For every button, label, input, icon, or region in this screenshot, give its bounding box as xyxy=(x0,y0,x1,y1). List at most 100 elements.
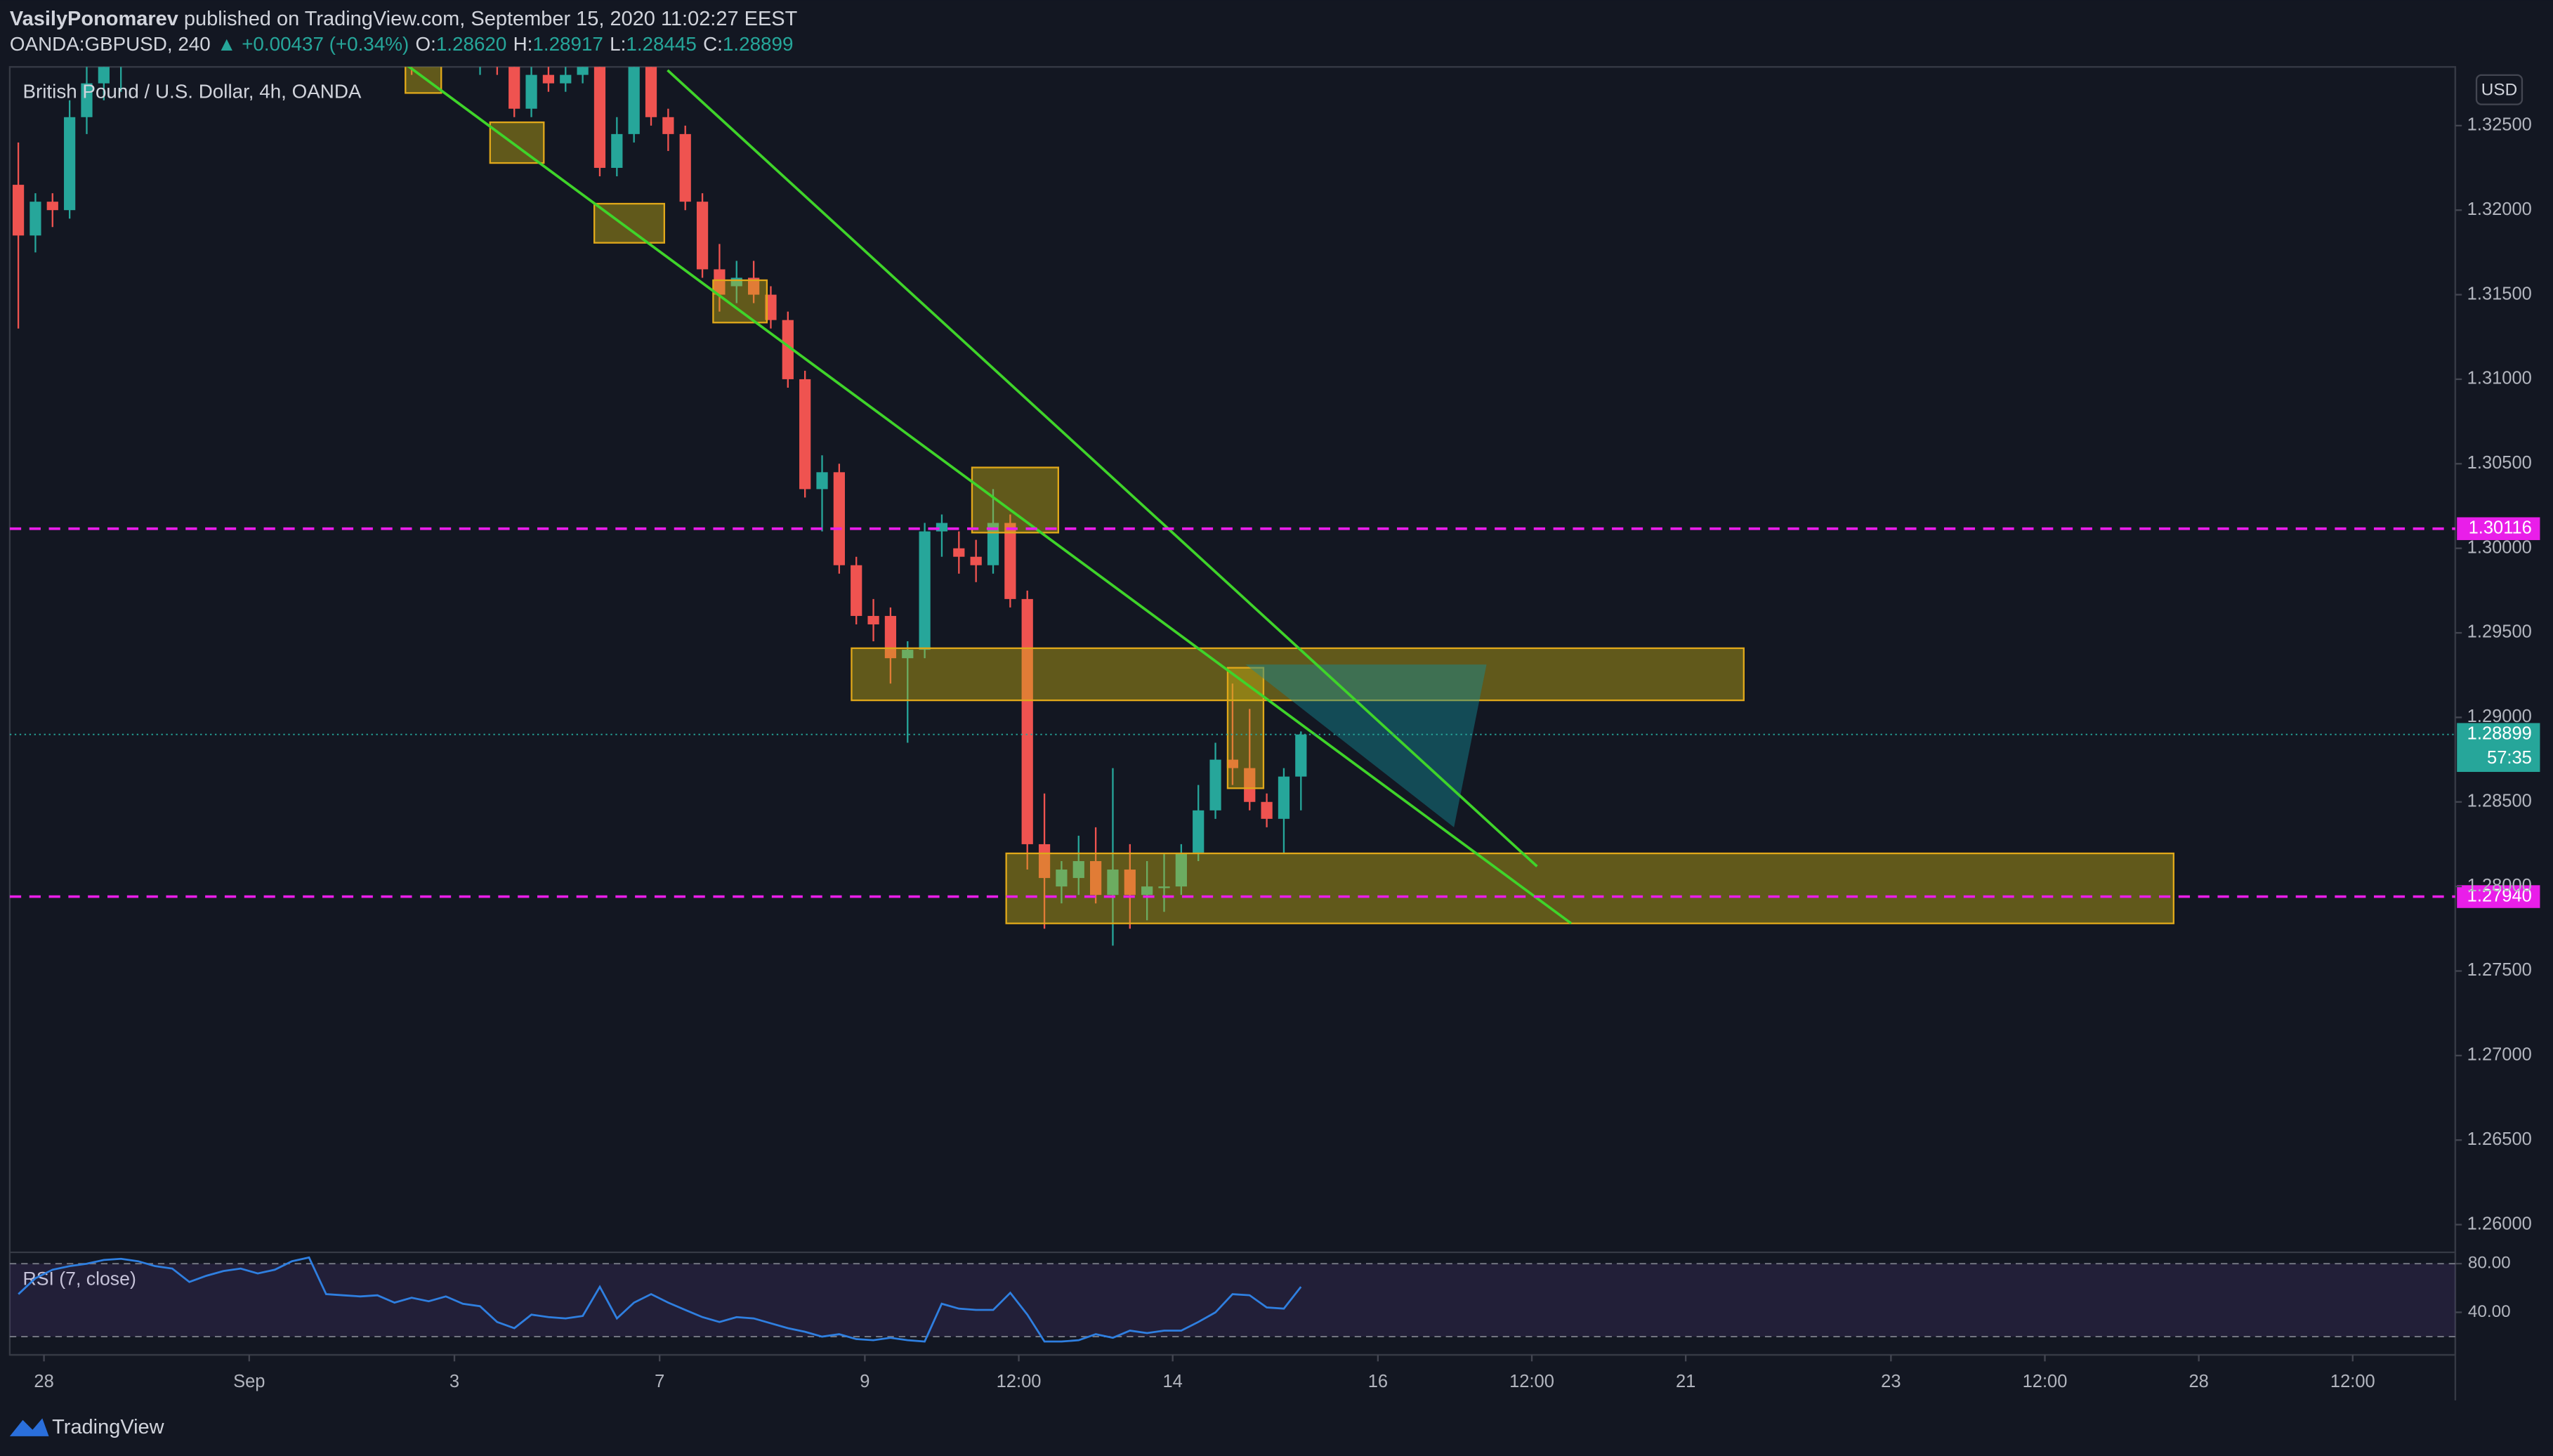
y-tick-label: 1.29000 xyxy=(2467,707,2532,726)
author: VasilyPonomarev xyxy=(10,8,178,30)
candle-body xyxy=(765,294,777,320)
zone xyxy=(489,121,545,164)
projection-triangle xyxy=(1245,664,1487,827)
x-tick-label: 12:00 xyxy=(997,1372,1042,1391)
candle-body xyxy=(1158,886,1170,888)
candle-body xyxy=(1107,870,1119,896)
candle-body xyxy=(1175,852,1187,887)
x-tick-label: 3 xyxy=(449,1372,459,1391)
zone xyxy=(712,279,768,324)
y-tick-label: 1.28500 xyxy=(2467,791,2532,811)
candle-body xyxy=(1089,861,1102,896)
symbol-line: OANDA:GBPUSD, 240 ▲ +0.00437 (+0.34%) O:1.… xyxy=(10,34,794,55)
countdown: 57:35 xyxy=(2487,748,2532,768)
candle-body xyxy=(560,74,572,84)
candle-body xyxy=(714,269,726,295)
ohlc-value: 1.28445 xyxy=(626,34,696,55)
currency-box xyxy=(2475,74,2524,105)
currency: USD xyxy=(2481,80,2517,99)
y-tick-label: 1.28000 xyxy=(2467,876,2532,896)
zone xyxy=(1226,667,1265,789)
candle-body xyxy=(867,615,879,624)
candle-body xyxy=(1021,598,1033,844)
level-label: 1.27940 xyxy=(2467,886,2532,905)
candle-body xyxy=(98,67,110,84)
rsi-title: RSI (7, close) xyxy=(22,1268,136,1289)
zone xyxy=(971,466,1060,534)
trendline xyxy=(667,69,1538,867)
ohlc-value: 1.28917 xyxy=(532,34,603,55)
candle-body xyxy=(970,556,982,565)
drawings xyxy=(405,67,2175,925)
candle-body xyxy=(696,202,709,270)
zone xyxy=(593,202,666,244)
candle-body xyxy=(987,523,999,565)
trendline xyxy=(407,67,1573,925)
candle-body xyxy=(593,67,606,169)
publisher-line: VasilyPonomarev published on TradingView… xyxy=(10,8,798,30)
candle-body xyxy=(1261,801,1273,819)
candle-body xyxy=(46,202,58,211)
rsi-band xyxy=(9,1264,2455,1337)
x-tick-label: 12:00 xyxy=(2330,1372,2375,1391)
zones xyxy=(405,67,2175,924)
y-tick-label: 1.29500 xyxy=(2467,622,2532,642)
level-tag xyxy=(2457,517,2540,540)
x-tick-label: 28 xyxy=(34,1372,53,1391)
x-tick-label: 14 xyxy=(1162,1372,1182,1391)
x-tick-label: 28 xyxy=(2188,1372,2208,1391)
candle-body xyxy=(628,67,640,134)
x-tick-label: 16 xyxy=(1368,1372,1388,1391)
candle-body xyxy=(816,472,828,490)
ohlc-label: H: xyxy=(513,34,533,55)
candle-body xyxy=(799,379,811,490)
candle-body xyxy=(953,548,965,557)
y-tick-label: 1.27000 xyxy=(2467,1045,2532,1065)
candle-body xyxy=(1141,886,1153,896)
candle-body xyxy=(679,133,691,202)
x-tick-label: 12:00 xyxy=(2023,1372,2068,1391)
candle-body xyxy=(919,531,931,650)
x-tick-label: 23 xyxy=(1881,1372,1901,1391)
candle-body xyxy=(12,185,25,236)
x-tick-label: Sep xyxy=(233,1372,265,1391)
candle-body xyxy=(1226,759,1239,768)
candle-body xyxy=(1004,523,1016,599)
logo-mark xyxy=(9,1418,49,1436)
y-tick-label: 1.26500 xyxy=(2467,1129,2532,1149)
candle-body xyxy=(1193,810,1205,853)
y-tick-label: 1.31000 xyxy=(2467,369,2532,388)
candle-body xyxy=(936,523,948,532)
x-tick-label: 9 xyxy=(860,1372,869,1391)
ohlc-label: L: xyxy=(610,34,626,55)
published: published on TradingView.com, September … xyxy=(178,8,798,30)
chart-title: British Pound / U.S. Dollar, 4h, OANDA xyxy=(22,81,361,103)
footer-logo xyxy=(9,1418,49,1436)
ohlc-label: C: xyxy=(703,34,723,55)
x-tick-label: 21 xyxy=(1676,1372,1695,1391)
candle-body xyxy=(1295,734,1307,777)
x-tick-label: 12:00 xyxy=(1509,1372,1554,1391)
zone xyxy=(1005,852,2175,924)
candle-body xyxy=(748,277,760,295)
level-label: 1.30116 xyxy=(2469,518,2532,537)
rsi-line xyxy=(18,1256,1302,1343)
candle-body xyxy=(662,117,674,134)
candle-body xyxy=(525,74,537,109)
candle-body xyxy=(1209,759,1221,811)
rsi-tick-label: 40.00 xyxy=(2468,1302,2511,1321)
y-tick-label: 1.30000 xyxy=(2467,537,2532,557)
candle-body xyxy=(64,117,76,211)
ohlc-value: 1.28899 xyxy=(723,34,793,55)
ohlc-label: O: xyxy=(415,34,435,55)
y-tick-label: 1.26000 xyxy=(2467,1214,2532,1233)
level-tag xyxy=(2457,885,2540,908)
candle-body xyxy=(577,67,589,75)
y-tick-label: 1.27500 xyxy=(2467,960,2532,980)
candle-body xyxy=(1244,768,1256,802)
zone xyxy=(405,67,442,94)
symbol: OANDA:GBPUSD, 240 xyxy=(10,34,211,55)
